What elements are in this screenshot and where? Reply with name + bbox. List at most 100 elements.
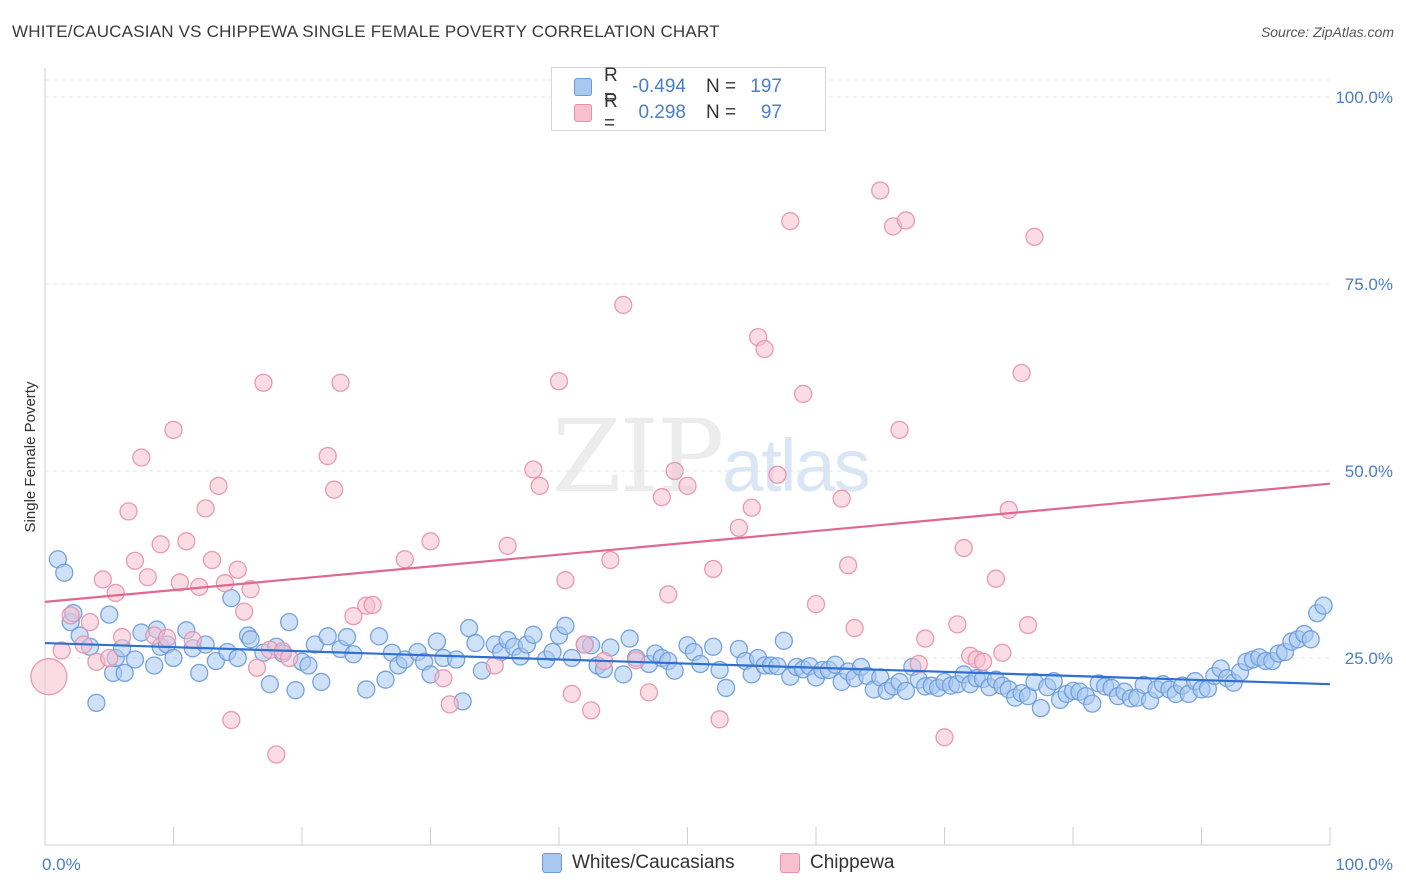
data-point	[485, 656, 504, 675]
data-point	[806, 594, 826, 614]
data-point	[614, 295, 633, 315]
data-point	[80, 612, 100, 632]
correlation-legend: R = -0.494 N = 197 R = 0.298 N = 97	[551, 65, 826, 134]
data-point	[318, 627, 337, 646]
data-point	[100, 605, 119, 624]
data-point	[267, 745, 286, 764]
data-point	[524, 625, 543, 644]
legend-swatch-whites	[542, 853, 562, 873]
data-point	[145, 656, 164, 675]
trend-line	[44, 641, 1331, 686]
data-point	[639, 683, 659, 702]
data-point	[845, 618, 864, 638]
data-point	[999, 500, 1018, 520]
data-point	[620, 629, 639, 648]
trend-line	[44, 482, 1331, 603]
data-point	[601, 550, 620, 570]
data-point	[678, 476, 697, 496]
data-point	[363, 595, 382, 615]
data-point	[241, 580, 260, 599]
x-tick-label: 0.0%	[42, 855, 81, 874]
data-point	[305, 635, 325, 654]
legend-item-whites[interactable]: Whites/Caucasians	[542, 852, 735, 874]
data-point	[215, 574, 235, 593]
data-point	[774, 631, 794, 650]
data-point	[1012, 363, 1031, 383]
data-point	[183, 630, 202, 650]
data-point	[1018, 615, 1038, 635]
data-point	[710, 710, 729, 729]
legend-row-whites: R = -0.494 N = 197	[574, 65, 782, 108]
data-point	[498, 536, 517, 555]
data-point	[324, 480, 344, 499]
data-point	[299, 656, 318, 675]
data-point	[896, 211, 916, 230]
legend-row-chippewa: R = 0.298 N = 97	[574, 91, 782, 134]
y-tick-label: 50.0%	[1345, 462, 1393, 481]
data-point	[896, 681, 916, 701]
legend-n-value: 197	[750, 76, 782, 97]
data-point	[665, 461, 684, 481]
data-point	[125, 650, 145, 669]
data-point	[973, 652, 993, 671]
data-point	[222, 710, 241, 730]
data-point	[190, 663, 209, 683]
data-point	[247, 658, 267, 677]
data-point	[376, 670, 395, 689]
data-point	[890, 420, 909, 440]
data-point	[61, 606, 80, 625]
data-point	[838, 556, 858, 575]
legend-n-value: 97	[760, 102, 782, 123]
data-point	[344, 606, 363, 626]
data-point	[993, 643, 1012, 662]
data-point	[115, 663, 134, 683]
legend-item-chippewa[interactable]: Chippewa	[780, 852, 895, 874]
data-point	[177, 532, 196, 551]
data-point	[228, 560, 247, 579]
data-point	[1301, 630, 1320, 649]
data-point	[369, 627, 389, 646]
data-point	[948, 615, 967, 634]
legend-swatch-whites	[574, 78, 592, 96]
data-point	[530, 476, 549, 496]
y-tick-label: 75.0%	[1345, 275, 1393, 294]
data-point	[704, 559, 723, 579]
data-point	[138, 568, 157, 587]
data-point	[716, 678, 736, 698]
data-point	[755, 339, 774, 359]
data-point	[279, 612, 299, 632]
data-point	[164, 420, 183, 440]
series-chippewa	[30, 181, 1044, 764]
data-point	[395, 550, 414, 569]
legend-swatch-chippewa	[780, 853, 800, 873]
data-point	[614, 665, 633, 684]
data-point	[986, 569, 1006, 588]
data-point	[659, 585, 678, 604]
data-point	[575, 635, 594, 654]
tick-labels: 25.0% 50.0% 75.0% 100.0% 0.0% 100.0%	[42, 88, 1393, 874]
data-point	[543, 642, 562, 662]
watermark-zip: ZIP	[552, 398, 724, 515]
data-point	[87, 693, 106, 713]
data-point	[768, 465, 787, 484]
legend-r-label: R =	[604, 91, 618, 134]
data-point	[421, 532, 440, 551]
data-point	[742, 498, 761, 517]
data-point	[157, 628, 177, 647]
legend-label-whites: Whites/Caucasians	[572, 852, 735, 873]
data-point	[312, 672, 331, 692]
data-point	[241, 630, 260, 649]
data-point	[52, 641, 71, 660]
data-point	[1025, 227, 1044, 247]
data-point	[871, 181, 890, 200]
data-point	[1031, 698, 1051, 718]
data-point	[357, 680, 376, 699]
data-point	[1083, 694, 1102, 713]
legend-r-value: -0.494	[632, 76, 686, 97]
data-point	[318, 446, 337, 466]
series-legend: Whites/Caucasians Chippewa	[0, 852, 1406, 878]
data-point	[440, 695, 459, 714]
legend-r-label: R =	[604, 65, 618, 108]
data-point	[652, 488, 671, 507]
data-point	[235, 602, 254, 621]
